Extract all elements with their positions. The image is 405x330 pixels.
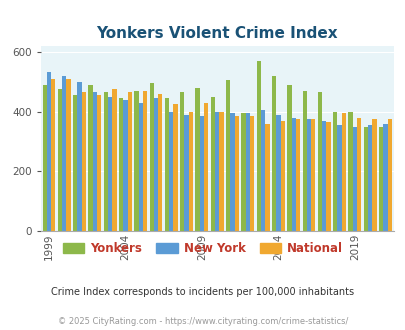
Bar [149,83,153,231]
Bar [241,113,245,231]
Bar [347,112,352,231]
Bar [104,92,108,231]
Bar [317,92,321,231]
Bar [295,119,299,231]
Bar [234,116,238,231]
Bar [143,91,147,231]
Bar [195,88,199,231]
Bar [173,104,177,231]
Bar [245,113,249,231]
Bar [219,112,223,231]
Bar [169,112,173,231]
Bar [371,119,375,231]
Bar [215,112,219,231]
Bar [341,113,345,231]
Bar [226,81,230,231]
Bar [332,112,337,231]
Bar [306,119,310,231]
Bar [363,127,367,231]
Bar [77,82,81,231]
Legend: Yonkers, New York, National: Yonkers, New York, National [58,237,347,260]
Bar [260,110,264,231]
Bar [271,76,275,231]
Bar [138,103,143,231]
Bar [47,72,51,231]
Bar [158,94,162,231]
Bar [291,118,295,231]
Bar [264,124,269,231]
Bar [81,92,86,231]
Bar [310,119,315,231]
Bar [123,100,127,231]
Bar [43,85,47,231]
Bar [164,98,169,231]
Bar [184,115,188,231]
Bar [66,79,70,231]
Bar [204,103,208,231]
Bar [88,85,92,231]
Text: © 2025 CityRating.com - https://www.cityrating.com/crime-statistics/: © 2025 CityRating.com - https://www.city… [58,317,347,326]
Bar [352,127,356,231]
Title: Yonkers Violent Crime Index: Yonkers Violent Crime Index [96,26,337,41]
Bar [97,95,101,231]
Text: Crime Index corresponds to incidents per 100,000 inhabitants: Crime Index corresponds to incidents per… [51,287,354,297]
Bar [188,112,192,231]
Bar [119,98,123,231]
Bar [230,113,234,231]
Bar [210,97,215,231]
Bar [302,91,306,231]
Bar [92,92,97,231]
Bar [321,121,326,231]
Bar [127,92,132,231]
Bar [73,95,77,231]
Bar [249,116,254,231]
Bar [134,91,138,231]
Bar [51,79,55,231]
Bar [256,61,260,231]
Bar [108,97,112,231]
Bar [382,124,387,231]
Bar [356,118,360,231]
Bar [153,98,158,231]
Bar [387,119,391,231]
Bar [326,122,330,231]
Bar [367,125,371,231]
Bar [337,125,341,231]
Bar [378,127,382,231]
Bar [286,85,291,231]
Bar [112,89,116,231]
Bar [275,115,280,231]
Bar [180,92,184,231]
Bar [280,121,284,231]
Bar [58,89,62,231]
Bar [62,76,66,231]
Bar [199,116,204,231]
